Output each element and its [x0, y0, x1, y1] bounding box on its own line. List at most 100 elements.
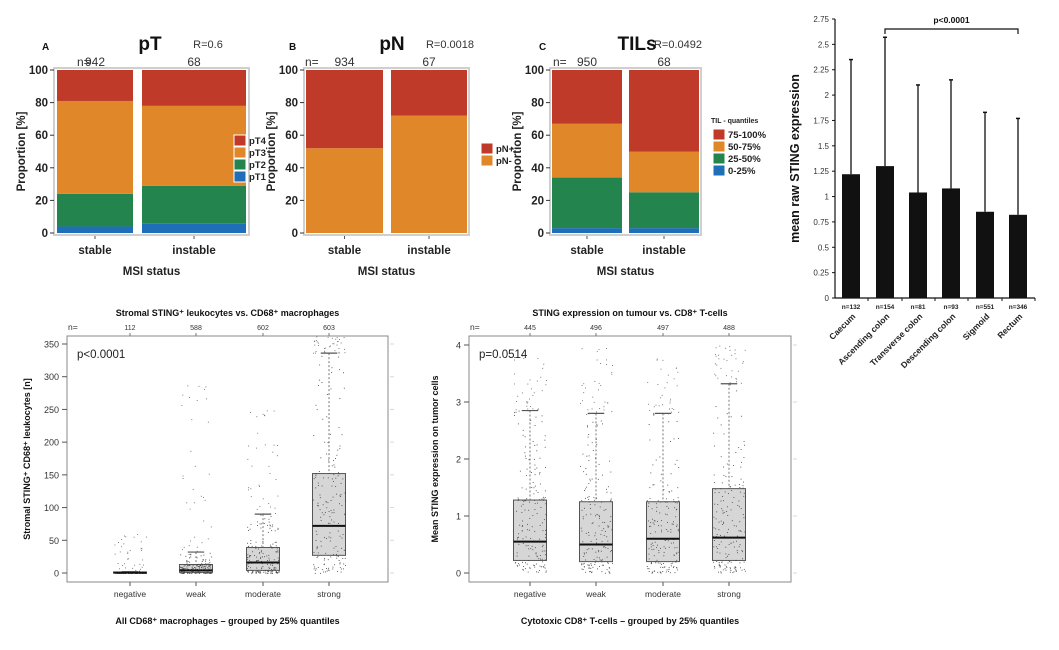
- data-point: [591, 478, 593, 480]
- outlier-point: [141, 566, 143, 568]
- data-point: [324, 511, 326, 513]
- data-point: [256, 556, 258, 558]
- data-point: [321, 512, 323, 514]
- data-point: [276, 571, 278, 573]
- outlier-point: [543, 363, 545, 365]
- data-point: [264, 556, 266, 558]
- data-point: [278, 560, 279, 562]
- y-tick-label: 80: [531, 98, 544, 110]
- data-point: [522, 525, 524, 526]
- data-point: [668, 507, 669, 509]
- data-point: [656, 559, 658, 561]
- data-point: [536, 556, 538, 558]
- data-point: [586, 549, 588, 551]
- data-point: [602, 474, 603, 476]
- data-point: [204, 567, 206, 569]
- data-point: [247, 556, 249, 558]
- data-point: [650, 522, 652, 524]
- outlier-point: [605, 364, 607, 365]
- y-tick-label: 350: [44, 340, 59, 350]
- data-point: [317, 556, 319, 557]
- y-tick-label: 150: [44, 470, 59, 480]
- data-point: [672, 562, 674, 564]
- data-point: [650, 543, 652, 545]
- outlier-point: [729, 349, 731, 351]
- data-point: [534, 509, 536, 510]
- data-point: [321, 382, 323, 383]
- outlier-point: [736, 378, 738, 380]
- outlier-point: [581, 348, 583, 350]
- bar-descending-colon: [942, 188, 960, 298]
- n-prefix: n=: [77, 55, 91, 69]
- data-point: [584, 507, 585, 509]
- data-point: [190, 564, 192, 566]
- data-point: [652, 464, 654, 466]
- data-point: [247, 570, 249, 572]
- data-point: [603, 509, 605, 511]
- data-point: [327, 502, 329, 504]
- data-point: [530, 419, 532, 421]
- outlier-point: [269, 472, 271, 474]
- outlier-point: [664, 387, 666, 389]
- correlation-stat: R=0.0492: [654, 39, 702, 51]
- y-tick-label: 0: [42, 228, 48, 240]
- data-point: [276, 572, 278, 573]
- y-tick-label: 60: [285, 130, 298, 142]
- y-tick-label: 0: [825, 294, 830, 303]
- data-point: [523, 500, 525, 501]
- outlier-point: [536, 380, 538, 382]
- n-count-label: n=132: [842, 304, 861, 311]
- data-point: [194, 567, 196, 568]
- data-point: [665, 529, 667, 530]
- data-point: [534, 499, 536, 501]
- outlier-point: [734, 353, 736, 355]
- data-point: [596, 444, 598, 446]
- data-point: [541, 550, 543, 552]
- data-point: [326, 416, 328, 418]
- outlier-point: [527, 410, 529, 412]
- data-point: [676, 524, 678, 526]
- outlier-point: [532, 395, 534, 397]
- data-point: [198, 572, 200, 574]
- jitter-points: [513, 355, 547, 573]
- outlier-point: [715, 355, 717, 357]
- data-point: [539, 555, 541, 556]
- data-point: [721, 508, 723, 510]
- data-point: [742, 558, 744, 560]
- data-point: [340, 496, 341, 497]
- data-point: [738, 500, 740, 502]
- data-point: [743, 568, 745, 570]
- data-point: [518, 563, 519, 565]
- data-point: [333, 512, 335, 514]
- outlier-point: [667, 374, 669, 376]
- data-point: [720, 534, 722, 536]
- data-point: [541, 415, 543, 417]
- data-point: [606, 556, 608, 558]
- data-point: [263, 571, 265, 573]
- data-point: [742, 487, 744, 489]
- data-point: [209, 572, 211, 574]
- data-point: [606, 491, 608, 493]
- data-point: [272, 543, 274, 545]
- data-point: [202, 559, 204, 560]
- outlier-point: [194, 465, 196, 467]
- outlier-point: [735, 378, 737, 380]
- data-point: [268, 571, 270, 573]
- bar-segment-pT2-instable: [142, 185, 246, 224]
- data-point: [526, 499, 527, 501]
- outlier-point: [523, 358, 525, 359]
- significance-bracket: [884, 28, 1019, 34]
- data-point: [585, 532, 587, 534]
- outlier-point: [273, 410, 275, 412]
- data-point: [581, 509, 583, 511]
- data-point: [675, 516, 677, 518]
- outlier-point: [526, 405, 528, 407]
- data-point: [526, 563, 528, 565]
- outlier-point: [344, 348, 345, 350]
- data-point: [329, 522, 331, 524]
- outlier-point: [678, 411, 680, 413]
- data-point: [673, 554, 675, 556]
- data-point: [660, 480, 662, 482]
- data-point: [516, 565, 518, 567]
- data-point: [541, 498, 543, 500]
